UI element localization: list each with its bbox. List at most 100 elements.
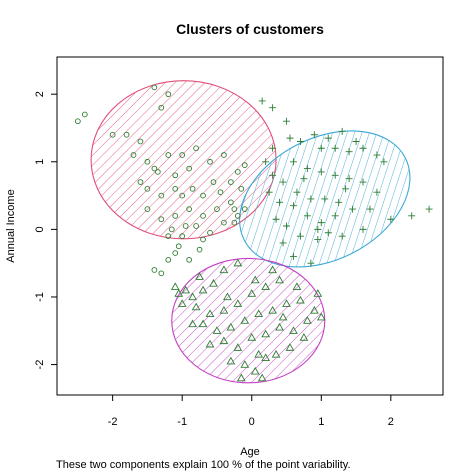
cluster-3-point (275, 322, 284, 331)
cluster-1-point (217, 189, 224, 196)
cluster-2-point (269, 144, 277, 152)
cluster-2-point (300, 175, 308, 183)
cluster-2-point (338, 127, 346, 135)
cluster-2-point (331, 144, 339, 152)
cluster-2-point (279, 178, 287, 186)
y-tick-label: -1 (34, 292, 46, 302)
cluster-2-point (321, 195, 329, 203)
cluster-3-point (250, 275, 260, 284)
cluster-1-point (207, 158, 213, 165)
cluster-2-point (373, 151, 381, 159)
cluster-1-point (151, 165, 158, 172)
cluster-1-point (200, 236, 206, 243)
cluster-1-point (186, 256, 192, 263)
cluster-3-point (236, 373, 246, 382)
cluster-1-point (228, 179, 234, 185)
cluster-2-point (289, 158, 297, 166)
cluster-2-point (265, 188, 273, 196)
cluster-1-point (214, 206, 220, 212)
cluster-2-point (359, 178, 367, 186)
cluster-1-point (158, 270, 165, 277)
cluster-1-point (182, 223, 189, 229)
cluster-3-point (268, 265, 277, 274)
cluster-2-point (272, 215, 280, 223)
cluster-1-point (186, 206, 192, 212)
cluster-ellipses (90, 80, 411, 384)
cluster-2-point (352, 138, 360, 145)
cluster-3-point (285, 343, 295, 351)
cluster-3-point (296, 295, 305, 304)
cluster-3-point (226, 322, 236, 331)
cluster-3-point (188, 319, 197, 328)
cluster-2-point (307, 259, 315, 267)
cluster-1-point (75, 118, 81, 125)
cluster-3-point (233, 258, 243, 267)
cluster-2-point (359, 144, 367, 152)
cluster-2-point (314, 225, 322, 233)
cluster-2-point (335, 198, 343, 206)
cluster-3-point (261, 329, 271, 338)
x-axis: -2 -1 0 1 2 (108, 395, 394, 428)
cluster-2-point (324, 229, 332, 237)
cluster-1-point (144, 206, 151, 212)
cluster-1-point (186, 165, 192, 172)
cluster-1-point (158, 192, 165, 199)
cluster-3-point (316, 312, 326, 321)
cluster-2-point (296, 232, 304, 240)
cluster-2-point (303, 165, 311, 173)
cluster-3-point (268, 305, 277, 314)
cluster-2-point (262, 158, 270, 166)
cluster-1-point (207, 229, 213, 236)
cluster-2-point (258, 97, 266, 105)
cluster-3-point (240, 360, 250, 368)
cluster-1-point (228, 199, 234, 206)
cluster-3-point (247, 289, 257, 297)
y-tick-label: -2 (34, 360, 46, 370)
cluster-2-point (380, 158, 388, 166)
cluster-1-point (241, 206, 248, 212)
cluster-3-point (198, 319, 208, 328)
cluster-2-point (349, 205, 357, 213)
cluster-3-point (226, 356, 236, 365)
cluster-3-point (205, 339, 215, 348)
plot-frame (56, 56, 444, 396)
cluster-3-point (219, 305, 229, 314)
cluster-3-point (233, 299, 243, 307)
cluster-1-point (172, 185, 179, 192)
cluster-3-point (191, 302, 201, 311)
cluster-3-point (257, 373, 267, 382)
y-tick-label: 0 (34, 226, 46, 232)
cluster-3-point (195, 272, 204, 280)
x-tick-label: -2 (108, 416, 118, 428)
cluster-1-point (210, 179, 217, 185)
cluster-1-point (172, 172, 179, 179)
cluster-2-point (283, 222, 291, 230)
y-axis: -2 -1 0 1 2 (34, 91, 57, 369)
cluster-3-point (261, 353, 271, 361)
cluster-2-point (359, 225, 367, 233)
cluster-1-point (137, 138, 144, 145)
cluster-1-point (231, 219, 238, 226)
y-tick-label: 2 (34, 91, 46, 97)
x-tick-label: 1 (318, 416, 324, 428)
cluster-2-point (366, 205, 374, 213)
cluster-1-point (165, 256, 172, 263)
cluster-1-point (200, 192, 206, 199)
chart-title: Clusters of customers (176, 21, 324, 37)
cluster-3-point (292, 282, 302, 290)
x-tick-label: -1 (177, 416, 187, 428)
cluster-1-point (221, 219, 227, 226)
cluster-1-point (179, 233, 186, 239)
cluster-1-point (179, 192, 186, 199)
cluster-2-point (345, 148, 353, 156)
cluster-1-point (109, 131, 116, 138)
cluster-2-point (276, 198, 284, 206)
x-axis-title: Age (240, 446, 260, 458)
cluster-3-point (174, 289, 184, 297)
cluster-3-point (198, 285, 208, 294)
cluster-2-point (283, 117, 291, 125)
cluster-2-point (345, 175, 353, 183)
cluster-1-point (234, 213, 241, 219)
cluster-1-point (241, 162, 248, 169)
cluster-1-point (168, 226, 175, 233)
